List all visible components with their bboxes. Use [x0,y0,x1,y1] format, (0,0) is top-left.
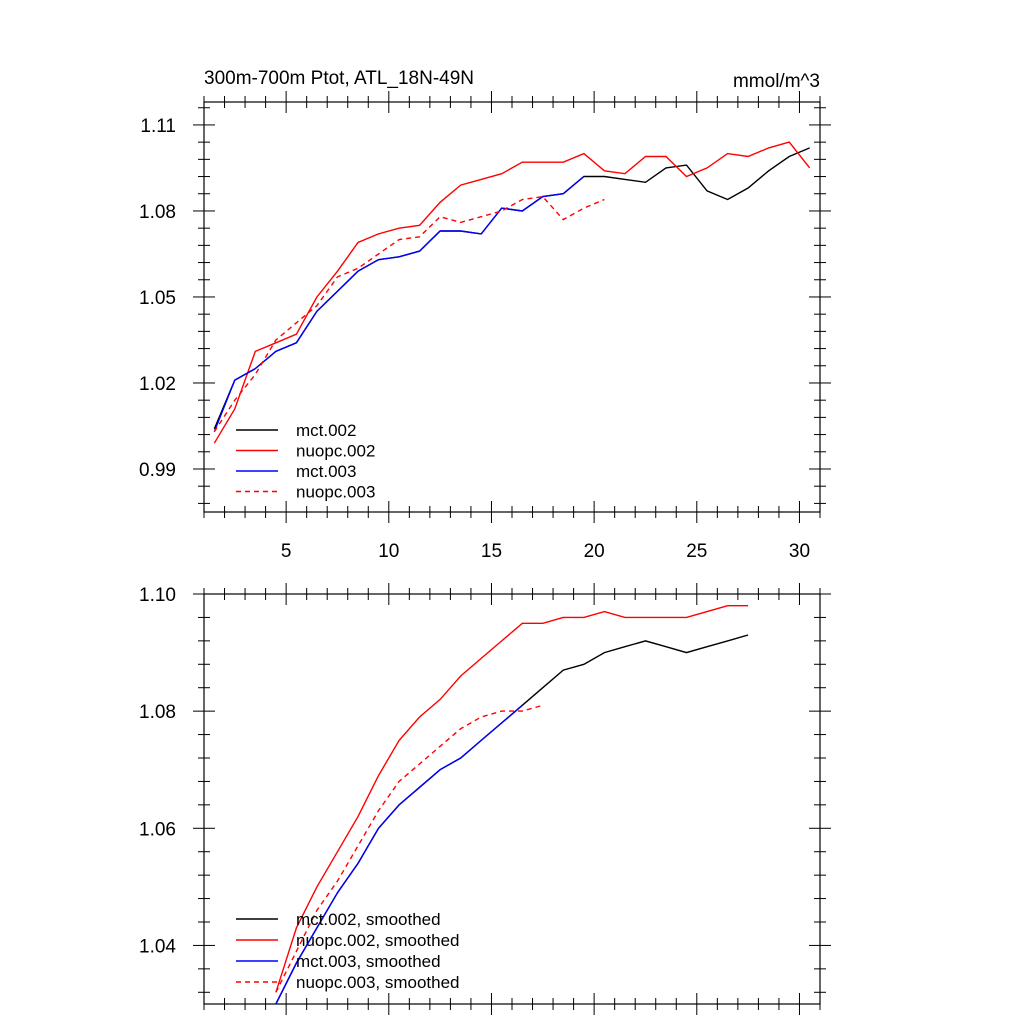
top-legend-label: nuopc.002 [296,442,375,461]
top-x-tick-label: 10 [378,541,399,562]
plot-title: 300m-700m Ptot, ATL_18N-49N [204,68,474,89]
bottom-series-line-3 [275,704,523,1005]
top-series-line-3 [213,175,585,432]
bottom-y-tick-label: 1.10 [139,585,176,606]
bottom-y-tick-label: 1.06 [139,819,176,840]
top-x-tick-label: 30 [789,541,810,562]
top-y-tick-label: 1.08 [139,202,176,223]
top-y-tick-label: 1.05 [139,288,176,309]
top-x-tick-label: 20 [584,541,605,562]
bottom-legend-label: mct.003, smoothed [296,952,441,971]
bottom-series-line-2 [275,605,749,993]
top-y-tick-label: 1.02 [139,374,176,395]
top-legend-label: mct.003 [296,462,356,481]
bottom-legend-label: mct.002, smoothed [296,910,441,929]
bottom-legend-label: nuopc.002, smoothed [296,931,460,950]
top-x-tick-label: 5 [281,541,292,562]
top-y-tick-label: 1.11 [140,116,176,137]
bottom-legend-label: nuopc.003, smoothed [296,973,460,992]
top-y-tick-label: 0.99 [139,460,176,481]
top-legend-label: nuopc.003 [296,483,375,502]
bottom-y-tick-label: 1.08 [139,702,176,723]
units-label: mmol/m^3 [733,71,820,92]
top-legend-label: mct.002 [296,421,356,440]
top-series-line-4 [213,195,605,433]
bottom-panel: 1.04 1.06 1.08 1.10 mct.002, smoothed nuopc.0… [139,583,831,1015]
top-x-tick-label: 15 [481,541,502,562]
top-series-line-2 [213,141,811,444]
bottom-y-tick-label: 1.04 [139,936,176,957]
top-x-tick-label: 25 [686,541,707,562]
top-panel: 5 10 15 20 25 30 0.99 1.02 1.05 1.08 1.11 mct.002 nu… [139,91,831,562]
